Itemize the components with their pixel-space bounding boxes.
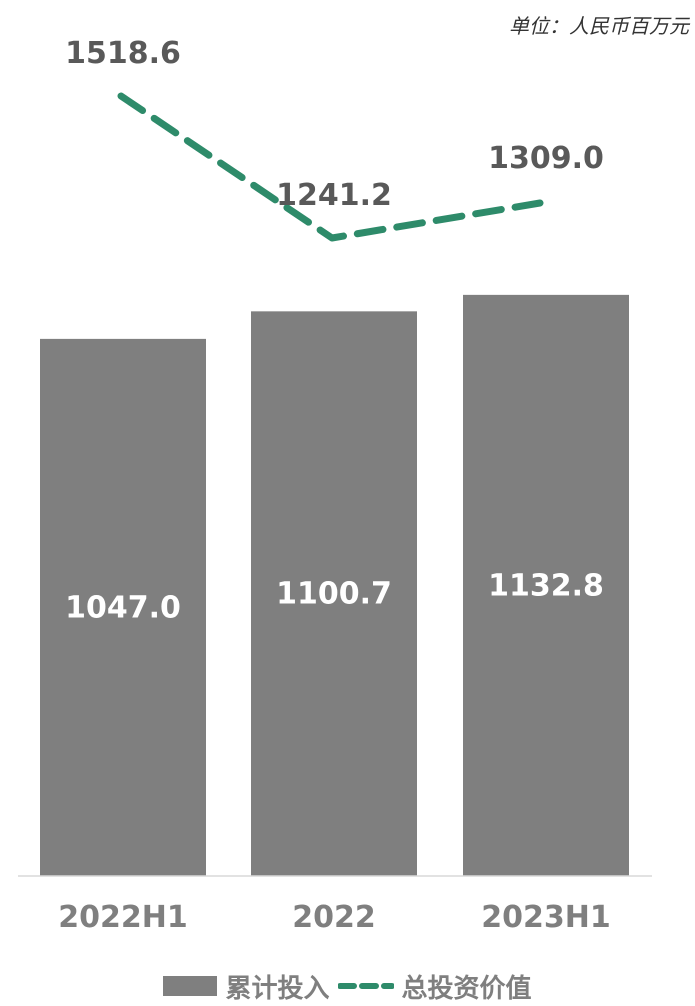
unit-label: 单位：人民币百万元	[509, 14, 689, 38]
bar-2023H1	[463, 294, 629, 876]
line-value-label: 1241.2	[276, 178, 392, 213]
legend: 累计投入 总投资价值	[0, 966, 695, 1006]
legend-item-line: 总投资价值	[337, 968, 532, 1005]
line-total-investment-value	[117, 92, 544, 242]
legend-swatch-line	[337, 983, 394, 989]
x-tick-label: 2022	[292, 900, 376, 935]
legend-label-bar: 累计投入	[225, 973, 330, 1004]
bar-value-label: 1132.8	[488, 568, 604, 603]
legend-swatch-bar	[163, 976, 218, 996]
chart: 1047.0 1100.7 1132.8 2022H1 2022 2023H1 1518.6…	[18, 36, 652, 935]
x-tick-label: 2023H1	[481, 900, 610, 935]
bar-value-label: 1047.0	[65, 590, 181, 625]
legend-item-bar: 累计投入	[163, 968, 330, 1005]
line-value-label: 1309.0	[488, 141, 604, 176]
legend-label-line: 总投资价值	[401, 973, 532, 1004]
bar-value-label: 1100.7	[276, 577, 392, 612]
bar-2022H1	[40, 338, 206, 876]
line-value-label: 1518.6	[65, 36, 181, 71]
x-tick-label: 2022H1	[58, 900, 187, 935]
bar-2022	[251, 311, 417, 876]
